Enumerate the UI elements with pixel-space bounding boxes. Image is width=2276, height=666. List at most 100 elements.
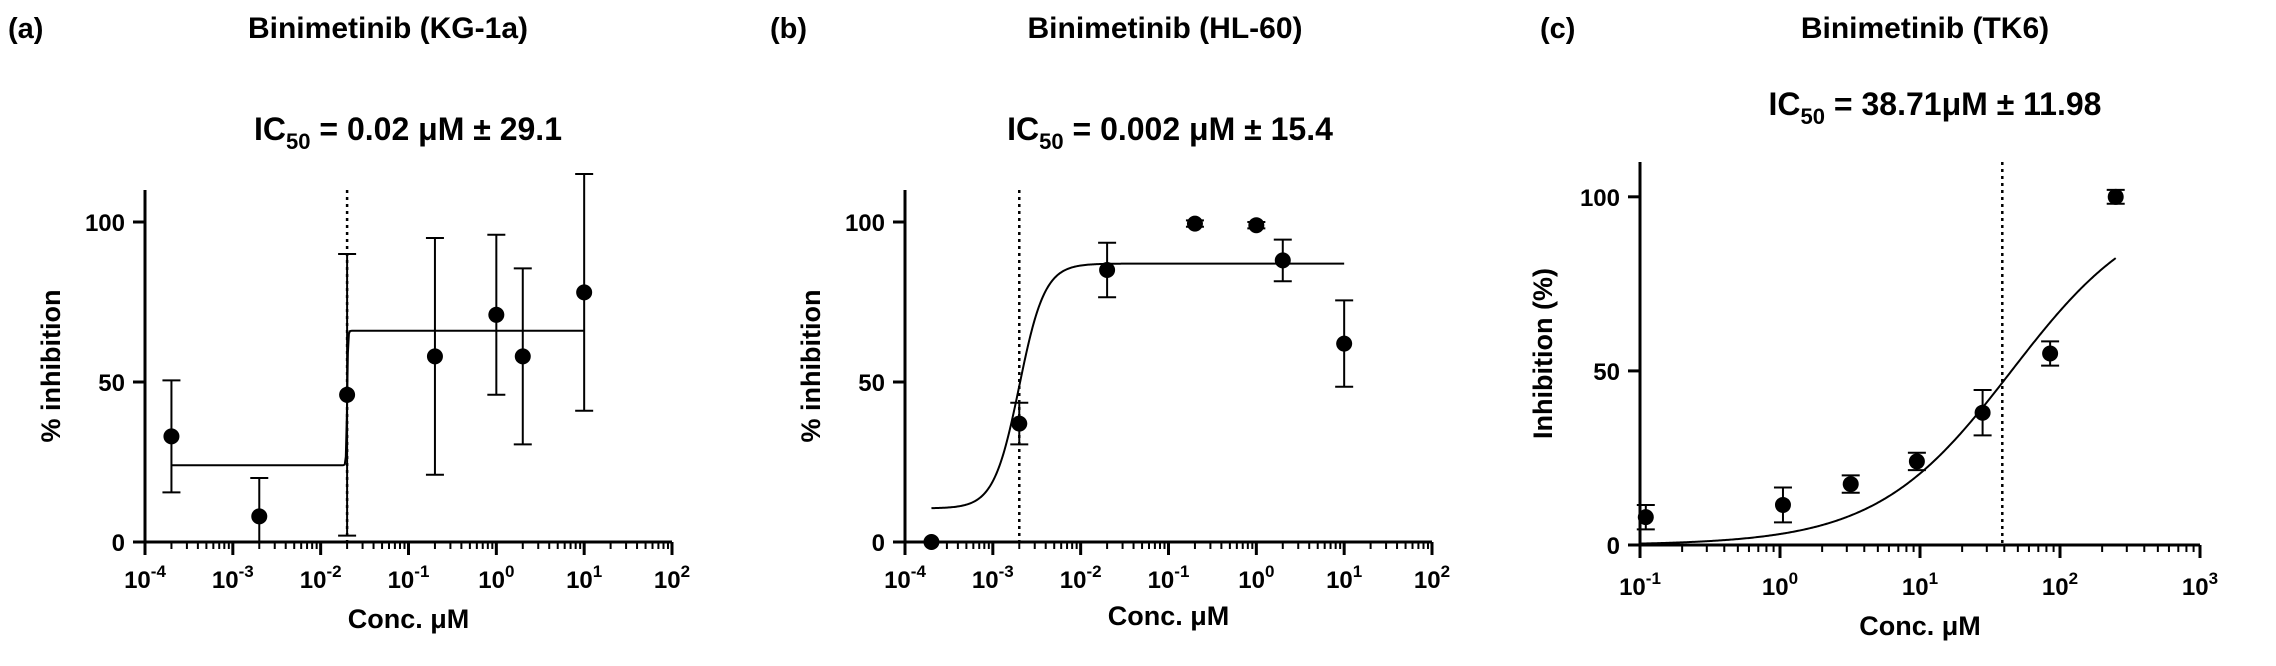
ic50-prefix: IC	[1007, 111, 1039, 147]
chart-title: Binimetinib (KG-1a)	[248, 12, 528, 45]
x-tick-label: 10-1	[388, 562, 430, 594]
data-point	[1186, 215, 1203, 232]
chart-panel-3: (c) Binimetinib (TK6)IC50 = 38.71μM ± 11.…	[1528, 12, 2218, 641]
ic50-prefix: IC	[1769, 86, 1801, 122]
x-tick-exponent: 2	[681, 562, 690, 581]
data-point	[488, 306, 505, 323]
x-tick-label: 101	[566, 562, 602, 594]
y-axis-label: % inhibition	[796, 290, 826, 443]
panel-label: (b)	[770, 13, 807, 45]
data-point	[1842, 476, 1859, 493]
x-tick-base: 10	[1326, 567, 1353, 594]
x-tick-label: 10-3	[212, 562, 254, 594]
y-tick-label: 50	[858, 370, 885, 397]
panel-label: (a)	[8, 13, 43, 45]
data-point	[2042, 345, 2059, 362]
x-tick-label: 10-3	[972, 562, 1014, 594]
ic50-annotation: IC50 = 38.71μM ± 11.98	[1769, 86, 2102, 129]
data-point	[1974, 404, 1991, 421]
x-tick-exponent: 0	[505, 562, 514, 581]
x-tick-base: 10	[1414, 567, 1441, 594]
ic50-subscript: 50	[1801, 104, 1825, 129]
panel-label: (c)	[1540, 13, 1575, 45]
x-tick-base: 10	[1148, 567, 1175, 594]
x-tick-base: 10	[2042, 574, 2069, 601]
x-tick-exponent: 0	[1789, 569, 1798, 588]
x-tick-label: 102	[654, 562, 690, 594]
x-tick-label: 101	[1902, 569, 1938, 601]
x-tick-exponent: -3	[239, 562, 254, 581]
chart-title: Binimetinib (HL-60)	[1028, 12, 1303, 45]
x-tick-base: 10	[1902, 574, 1929, 601]
x-tick-label: 10-2	[1060, 562, 1102, 594]
x-tick-label: 100	[478, 562, 514, 594]
fit-curve	[931, 262, 1345, 510]
x-tick-exponent: 2	[1441, 562, 1450, 581]
ic50-value: = 38.71μM ± 11.98	[1825, 86, 2101, 122]
chart-panel-1: (a) Binimetinib (KG-1a)IC50 = 0.02 μM ± 2…	[8, 12, 690, 634]
x-tick-label: 10-1	[1148, 562, 1190, 594]
x-tick-label: 102	[1414, 562, 1450, 594]
x-tick-exponent: -3	[999, 562, 1014, 581]
data-point	[514, 348, 531, 365]
data-point	[2107, 188, 2124, 205]
x-tick-base: 10	[972, 567, 999, 594]
ic50-annotation: IC50 = 0.002 μM ± 15.4	[1007, 111, 1333, 154]
data-point	[1099, 262, 1116, 278]
y-tick-label: 100	[845, 210, 885, 237]
x-tick-exponent: 1	[1353, 562, 1362, 581]
chart-panel-2: (b) Binimetinib (HL-60)IC50 = 0.002 μM ± …	[770, 12, 1450, 631]
x-tick-base: 10	[388, 567, 415, 594]
x-tick-base: 10	[1060, 567, 1087, 594]
y-tick-label: 50	[98, 370, 125, 397]
x-axis-label: Conc. μM	[1108, 601, 1230, 631]
ic50-value: = 0.002 μM ± 15.4	[1064, 111, 1334, 147]
data-point	[923, 534, 940, 550]
data-point	[163, 428, 180, 445]
ic50-value: = 0.02 μM ± 29.1	[310, 111, 562, 147]
x-tick-label: 10-4	[884, 562, 926, 594]
x-axis-label: Conc. μM	[348, 604, 470, 634]
y-tick-label: 0	[112, 530, 125, 557]
x-tick-exponent: -4	[151, 562, 167, 581]
x-tick-exponent: -2	[326, 562, 341, 581]
data-point	[339, 386, 356, 403]
x-tick-base: 10	[212, 567, 239, 594]
x-tick-label: 101	[1326, 562, 1362, 594]
data-point	[1908, 453, 1925, 470]
x-tick-exponent: 3	[2209, 569, 2218, 588]
data-point	[576, 284, 593, 301]
x-tick-base: 10	[654, 567, 681, 594]
x-tick-base: 10	[1762, 574, 1789, 601]
x-tick-exponent: -4	[911, 562, 927, 581]
data-point	[1011, 415, 1028, 432]
ic50-subscript: 50	[1039, 129, 1063, 154]
y-axis-label: % inhibition	[36, 290, 66, 443]
data-point	[1248, 217, 1265, 234]
x-tick-exponent: 2	[2069, 569, 2078, 588]
x-tick-exponent: 1	[1929, 569, 1938, 588]
x-tick-label: 102	[2042, 569, 2078, 601]
fit-curve	[1639, 257, 2117, 545]
x-tick-base: 10	[300, 567, 327, 594]
y-tick-label: 0	[1607, 533, 1620, 560]
x-axis-label: Conc. μM	[1859, 611, 1981, 641]
x-tick-base: 10	[884, 567, 911, 594]
ic50-subscript: 50	[286, 129, 310, 154]
x-tick-base: 10	[1238, 567, 1265, 594]
data-point	[1637, 509, 1654, 526]
data-point	[1774, 496, 1791, 513]
x-tick-exponent: -1	[1174, 562, 1189, 581]
data-point	[426, 348, 443, 365]
data-point	[1274, 252, 1291, 269]
x-tick-base: 10	[478, 567, 505, 594]
y-axis-label: Inhibition (%)	[1528, 268, 1558, 439]
x-tick-exponent: -1	[1646, 569, 1661, 588]
y-tick-label: 100	[85, 210, 125, 237]
x-tick-exponent: 1	[593, 562, 602, 581]
x-tick-label: 100	[1238, 562, 1274, 594]
y-tick-label: 0	[872, 530, 885, 557]
x-tick-label: 10-2	[300, 562, 342, 594]
fit-curve	[171, 329, 585, 467]
